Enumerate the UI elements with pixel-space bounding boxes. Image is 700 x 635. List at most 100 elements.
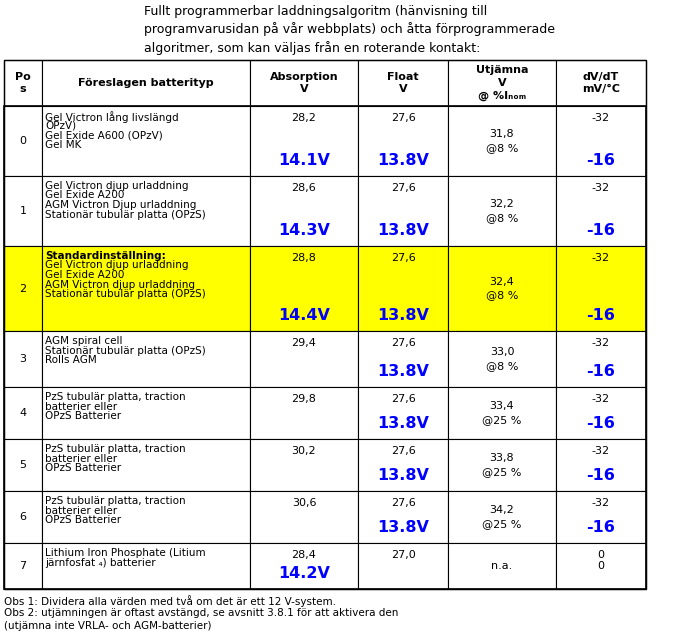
- Bar: [4, 543, 42, 589]
- Bar: [358, 491, 448, 543]
- Text: 33,0
@8 %: 33,0 @8 %: [486, 347, 518, 371]
- Text: -32: -32: [592, 113, 610, 123]
- Bar: [4, 106, 42, 176]
- Text: 6: 6: [20, 512, 27, 522]
- Bar: [4, 387, 42, 439]
- Text: 13.8V: 13.8V: [377, 308, 429, 323]
- Text: Utjämna
V
@ %Iₙₒₘ: Utjämna V @ %Iₙₒₘ: [476, 65, 528, 100]
- Text: -16: -16: [587, 520, 615, 535]
- Text: Stationär tubulär platta (OPzS): Stationär tubulär platta (OPzS): [45, 345, 206, 356]
- Text: (utjämna inte VRLA- och AGM-batterier): (utjämna inte VRLA- och AGM-batterier): [4, 621, 211, 631]
- Text: 14.1V: 14.1V: [278, 153, 330, 168]
- Bar: [4, 176, 42, 246]
- Bar: [556, 331, 646, 387]
- Bar: [556, 439, 646, 491]
- Text: -32: -32: [592, 183, 610, 193]
- Text: 13.8V: 13.8V: [377, 468, 429, 483]
- Text: 0: 0: [598, 550, 605, 560]
- Bar: [448, 491, 556, 543]
- Bar: [4, 491, 42, 543]
- Bar: [556, 543, 646, 589]
- Text: OPzV): OPzV): [45, 121, 76, 131]
- Bar: [448, 331, 556, 387]
- Text: -16: -16: [587, 223, 615, 238]
- Text: dV/dT
mV/°C: dV/dT mV/°C: [582, 72, 620, 94]
- Text: 27,6: 27,6: [391, 394, 415, 404]
- Bar: [358, 246, 448, 331]
- Text: Föreslagen batterityp: Föreslagen batterityp: [78, 78, 214, 88]
- Text: PzS tubulär platta, traction: PzS tubulär platta, traction: [45, 496, 186, 506]
- Bar: [448, 387, 556, 439]
- Text: -32: -32: [592, 446, 610, 456]
- Bar: [4, 60, 42, 106]
- Text: batterier eller: batterier eller: [45, 401, 117, 411]
- Text: 13.8V: 13.8V: [377, 416, 429, 431]
- Bar: [358, 439, 448, 491]
- Bar: [448, 106, 556, 176]
- Text: -32: -32: [592, 338, 610, 348]
- Bar: [358, 331, 448, 387]
- Bar: [250, 176, 358, 246]
- Bar: [250, 331, 358, 387]
- Text: AGM Victron djup urladdning: AGM Victron djup urladdning: [45, 279, 195, 290]
- Text: 27,6: 27,6: [391, 498, 415, 508]
- Text: Fullt programmerbar laddningsalgoritm (hänvisning till
programvarusidan på vår w: Fullt programmerbar laddningsalgoritm (h…: [144, 5, 556, 55]
- Bar: [250, 543, 358, 589]
- Bar: [42, 387, 250, 439]
- Text: -16: -16: [587, 416, 615, 431]
- Text: järnfosfat ₄) batterier: järnfosfat ₄) batterier: [45, 558, 155, 568]
- Bar: [448, 60, 556, 106]
- Text: 1: 1: [20, 206, 27, 216]
- Text: 14.4V: 14.4V: [278, 308, 330, 323]
- Text: Stationär tubulär platta (OPzS): Stationär tubulär platta (OPzS): [45, 210, 206, 220]
- Text: Standardinställning:: Standardinställning:: [45, 251, 166, 261]
- Text: 13.8V: 13.8V: [377, 153, 429, 168]
- Bar: [42, 331, 250, 387]
- Bar: [556, 491, 646, 543]
- Bar: [4, 106, 646, 589]
- Text: Gel Victron lång livslängd: Gel Victron lång livslängd: [45, 111, 178, 123]
- Text: -32: -32: [592, 394, 610, 404]
- Text: PzS tubulär platta, traction: PzS tubulär platta, traction: [45, 392, 186, 402]
- Text: Lithium Iron Phosphate (Litium: Lithium Iron Phosphate (Litium: [45, 548, 206, 558]
- Text: 30,6: 30,6: [292, 498, 316, 508]
- Text: 0: 0: [20, 136, 27, 146]
- Text: -16: -16: [587, 308, 615, 323]
- Bar: [250, 60, 358, 106]
- Text: 28,2: 28,2: [292, 113, 316, 123]
- Bar: [42, 491, 250, 543]
- Text: OPzS Batterier: OPzS Batterier: [45, 411, 121, 421]
- Text: Rolls AGM: Rolls AGM: [45, 355, 97, 365]
- Text: Gel Exide A200: Gel Exide A200: [45, 190, 125, 201]
- Bar: [556, 387, 646, 439]
- Text: 32,2
@8 %: 32,2 @8 %: [486, 199, 518, 223]
- Bar: [250, 491, 358, 543]
- Text: -16: -16: [587, 153, 615, 168]
- Text: 29,4: 29,4: [292, 338, 316, 348]
- Bar: [250, 387, 358, 439]
- Text: Gel Exide A200: Gel Exide A200: [45, 270, 125, 280]
- Text: Gel Victron djup urladdning: Gel Victron djup urladdning: [45, 260, 188, 271]
- Text: 27,6: 27,6: [391, 183, 415, 193]
- Text: 27,6: 27,6: [391, 446, 415, 456]
- Text: batterier eller: batterier eller: [45, 505, 117, 516]
- Text: 28,8: 28,8: [292, 253, 316, 263]
- Text: 14.3V: 14.3V: [278, 223, 330, 238]
- Text: 28,6: 28,6: [292, 183, 316, 193]
- Text: Absorption
V: Absorption V: [270, 72, 338, 94]
- Text: 31,8
@8 %: 31,8 @8 %: [486, 130, 518, 152]
- Text: -32: -32: [592, 498, 610, 508]
- Text: 2: 2: [20, 283, 27, 293]
- Text: Obs 1: Dividera alla värden med två om det är ett 12 V-system.: Obs 1: Dividera alla värden med två om d…: [4, 595, 336, 607]
- Text: 13.8V: 13.8V: [377, 223, 429, 238]
- Text: 34,2
@25 %: 34,2 @25 %: [482, 505, 522, 528]
- Text: AGM Victron Djup urladdning: AGM Victron Djup urladdning: [45, 200, 197, 210]
- Text: 27,6: 27,6: [391, 338, 415, 348]
- Bar: [42, 246, 250, 331]
- Text: Po
s: Po s: [15, 72, 31, 94]
- Bar: [4, 331, 42, 387]
- Text: 28,4: 28,4: [292, 550, 316, 560]
- Bar: [556, 176, 646, 246]
- Text: 0: 0: [598, 561, 605, 571]
- Text: 7: 7: [20, 561, 27, 571]
